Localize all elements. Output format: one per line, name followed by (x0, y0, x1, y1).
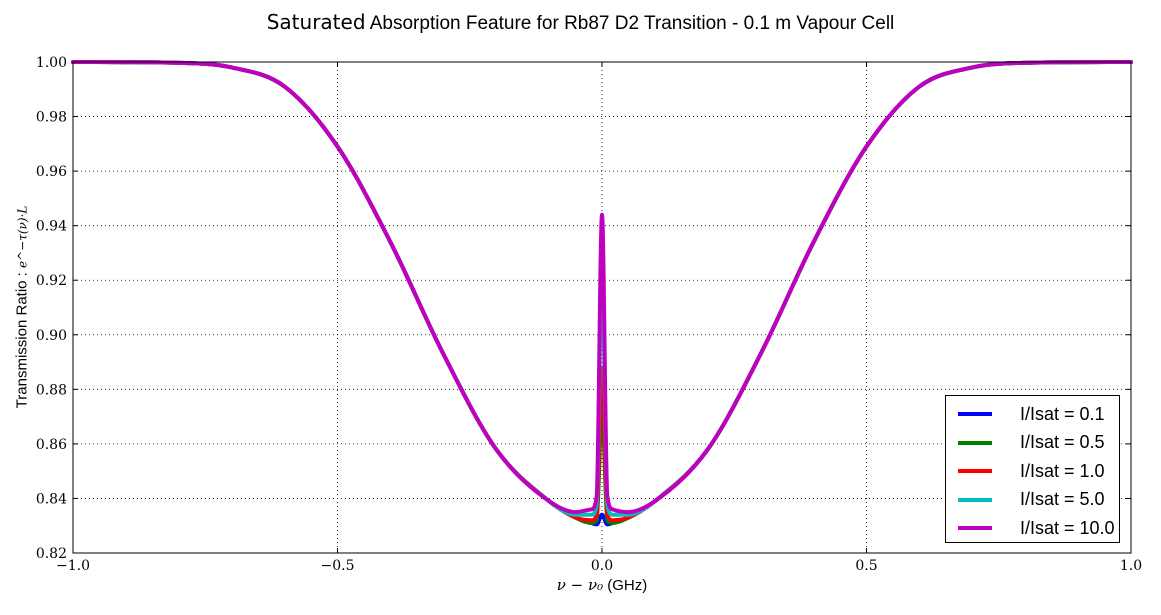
legend-label: I/Isat = 1.0 (1020, 460, 1105, 481)
legend-label: I/Isat = 5.0 (1020, 489, 1105, 510)
y-tick-label: 0.92 (36, 273, 67, 289)
legend-swatch (958, 526, 992, 531)
x-tick-label: 0.5 (855, 558, 877, 574)
y-tick-label: 0.82 (36, 546, 67, 562)
legend-item: I/Isat = 5.0 (946, 486, 1119, 515)
legend-label: I/Isat = 10.0 (1020, 517, 1115, 538)
series-lines (71, 60, 1133, 527)
legend: I/Isat = 0.1 I/Isat = 0.5 I/Isat = 1.0 I… (945, 395, 1120, 543)
chart-title-rest: Absorption Feature for Rb87 D2 Transitio… (369, 13, 895, 34)
legend-swatch (958, 440, 992, 445)
y-tick-label: 0.90 (36, 328, 67, 344)
legend-item: I/Isat = 0.5 (946, 429, 1119, 458)
y-tick-label: 1.00 (36, 55, 67, 71)
x-axis-label: ν − ν₀ (GHz) (557, 576, 648, 594)
chart-title: Saturated Absorption Feature for Rb87 D2… (0, 10, 1161, 35)
y-tick-label: 0.94 (36, 219, 67, 235)
y-tick-label: 0.88 (36, 382, 67, 398)
y-tick-label: 0.86 (36, 437, 67, 453)
legend-label: I/Isat = 0.5 (1020, 432, 1105, 453)
y-tick-label: 0.98 (36, 110, 67, 126)
legend-item: I/Isat = 1.0 (946, 457, 1119, 486)
y-axis-label: Transmission Ratio : e^−τ(ν)·L (14, 206, 31, 409)
x-tick-label: −0.5 (321, 558, 355, 574)
x-axis-label-math: ν − ν₀ (556, 576, 604, 594)
legend-label: I/Isat = 0.1 (1020, 403, 1105, 424)
x-tick-label: −1.0 (56, 558, 90, 574)
y-tick-label: 0.96 (36, 164, 67, 180)
x-tick-label: 0.0 (591, 558, 613, 574)
chart-title-prefix: Saturated (266, 10, 366, 34)
series-line-4 (71, 60, 1133, 515)
y-tick-label: 0.84 (36, 491, 67, 507)
legend-swatch (958, 497, 992, 502)
legend-swatch (958, 412, 992, 417)
y-axis-label-text: Transmission Ratio : (13, 272, 31, 409)
x-tick-label: 1.0 (1120, 558, 1142, 574)
legend-item: I/Isat = 10.0 (946, 514, 1119, 543)
legend-swatch (958, 469, 992, 474)
axis-ticks: −1.0 −0.5 0.0 0.5 1.0 0.82 0.84 0.86 0.88 0.90 0.9… (36, 55, 1142, 574)
legend-item: I/Isat = 0.1 (946, 400, 1119, 429)
x-axis-label-unit: (GHz) (607, 577, 648, 594)
y-axis-label-math: e^−τ(ν)·L (15, 205, 30, 268)
